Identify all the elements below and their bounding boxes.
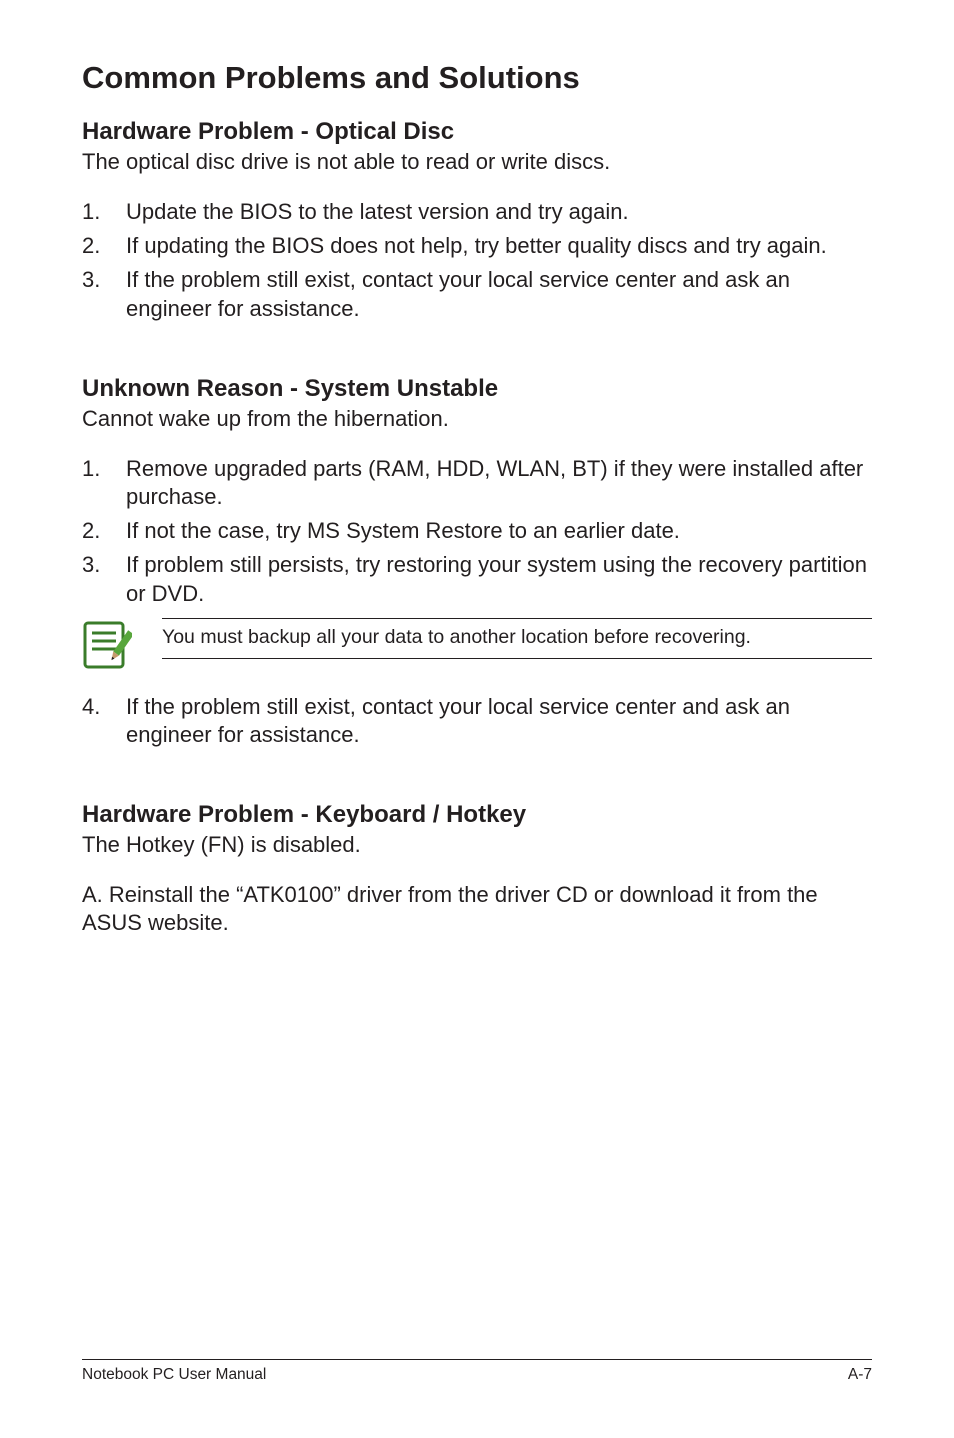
list-text: If not the case, try MS System Restore t…	[126, 517, 872, 545]
list-text: If problem still persists, try restoring…	[126, 551, 872, 607]
page-title: Common Problems and Solutions	[82, 60, 872, 96]
list-item: 2.If updating the BIOS does not help, tr…	[82, 232, 872, 260]
list-number: 1.	[82, 455, 126, 511]
section-body: A. Reinstall the “ATK0100” driver from t…	[82, 881, 872, 937]
ordered-list: 4.If the problem still exist, contact yo…	[82, 693, 872, 749]
section-intro: The optical disc drive is not able to re…	[82, 148, 872, 176]
footer-left: Notebook PC User Manual	[82, 1366, 266, 1384]
list-number: 4.	[82, 693, 126, 749]
list-item: 3.If the problem still exist, contact yo…	[82, 266, 872, 322]
note-callout: You must backup all your data to another…	[82, 618, 872, 675]
notepad-pencil-icon	[82, 620, 132, 675]
list-text: If updating the BIOS does not help, try …	[126, 232, 872, 260]
list-number: 2.	[82, 517, 126, 545]
section-intro: Cannot wake up from the hibernation.	[82, 405, 872, 433]
list-item: 4.If the problem still exist, contact yo…	[82, 693, 872, 749]
list-text: If the problem still exist, contact your…	[126, 693, 872, 749]
page-footer: Notebook PC User Manual A-7	[82, 1359, 872, 1384]
list-number: 2.	[82, 232, 126, 260]
note-text: You must backup all your data to another…	[162, 618, 872, 659]
list-text: If the problem still exist, contact your…	[126, 266, 872, 322]
list-number: 3.	[82, 551, 126, 607]
section-heading: Hardware Problem - Keyboard / Hotkey	[82, 801, 872, 829]
page-content: Common Problems and Solutions Hardware P…	[0, 0, 954, 938]
section-intro: The Hotkey (FN) is disabled.	[82, 831, 872, 859]
list-item: 1.Remove upgraded parts (RAM, HDD, WLAN,…	[82, 455, 872, 511]
list-item: 2.If not the case, try MS System Restore…	[82, 517, 872, 545]
list-number: 1.	[82, 198, 126, 226]
ordered-list: 1.Remove upgraded parts (RAM, HDD, WLAN,…	[82, 455, 872, 608]
section-heading: Hardware Problem - Optical Disc	[82, 118, 872, 146]
list-item: 3.If problem still persists, try restori…	[82, 551, 872, 607]
list-text: Update the BIOS to the latest version an…	[126, 198, 872, 226]
list-number: 3.	[82, 266, 126, 322]
footer-right: A-7	[848, 1366, 872, 1384]
list-text: Remove upgraded parts (RAM, HDD, WLAN, B…	[126, 455, 872, 511]
section-heading: Unknown Reason - System Unstable	[82, 375, 872, 403]
list-item: 1.Update the BIOS to the latest version …	[82, 198, 872, 226]
ordered-list: 1.Update the BIOS to the latest version …	[82, 198, 872, 323]
